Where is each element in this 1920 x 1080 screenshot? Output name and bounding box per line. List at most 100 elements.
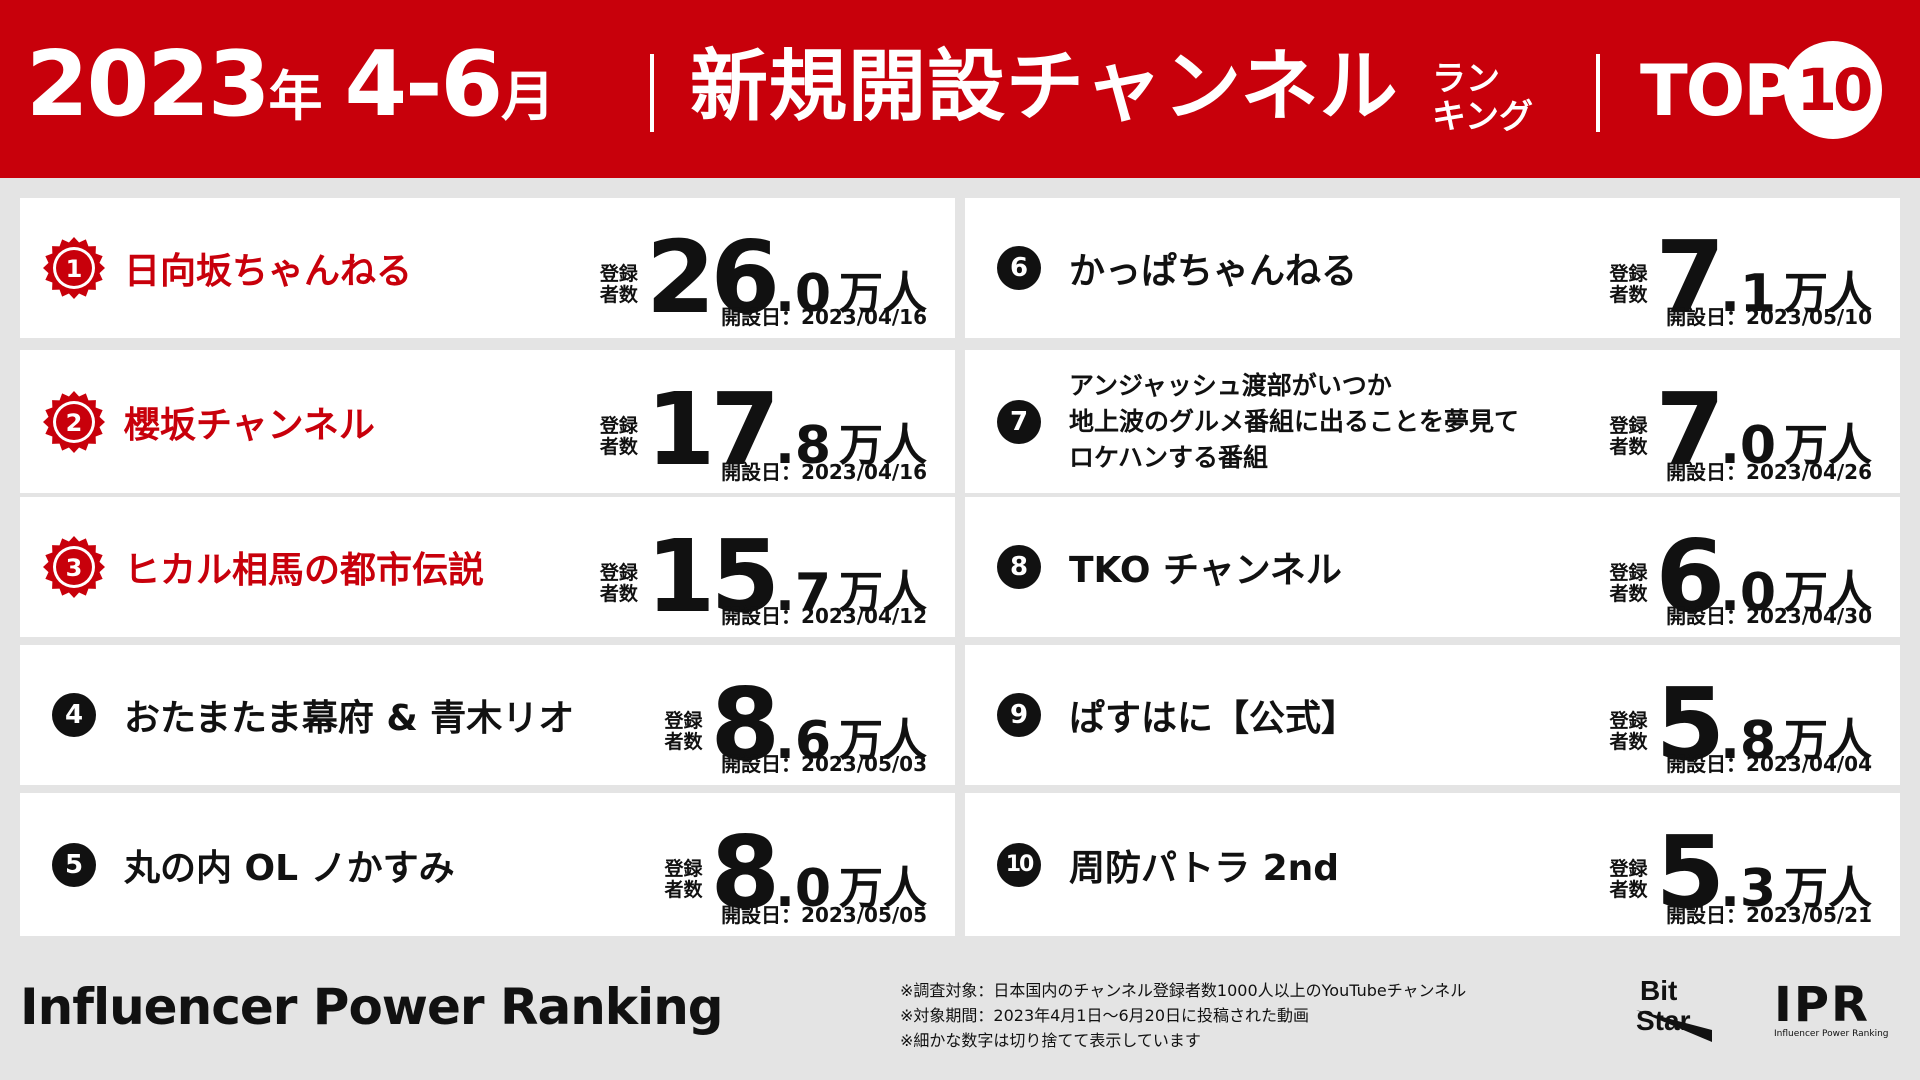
- rank-badge: 7: [997, 399, 1041, 444]
- subscriber-integer: 5: [1655, 666, 1725, 783]
- channel-name: ヒカル相馬の都市伝説: [124, 550, 485, 591]
- opening-date: 開設日：2023/05/10: [1666, 305, 1872, 329]
- subscriber-label: 登録 者数: [599, 415, 638, 458]
- subscriber-count: 登録 者数 5 .3 万人: [1607, 807, 1872, 923]
- subscriber-count: 登録 者数 15 .7 万人: [598, 511, 927, 627]
- subscriber-label: 登録 者数: [599, 263, 638, 306]
- ranking-card: 4 おたまたま幕府 & 青木リオ 登録 者数 8 .6 万人 開設日：2023/05…: [20, 645, 955, 785]
- subscriber-label: 登録 者数: [1609, 562, 1648, 605]
- year-suffix: 年: [268, 65, 323, 128]
- ranking-card: 6 かっぱちゃんねる 登録 者数 7 .1 万人 開設日：2023/05/10: [965, 198, 1900, 338]
- rank-badge: 4: [52, 693, 96, 737]
- subscriber-label: 登録 者数: [1609, 415, 1648, 458]
- ranking-subtitle-line1: ラン: [1432, 59, 1500, 99]
- subscriber-decimal: .0: [775, 859, 831, 919]
- opening-date: 開設日：2023/04/04: [1666, 752, 1872, 776]
- opening-date: 開設日：2023/04/30: [1666, 604, 1872, 628]
- subscriber-decimal: .3: [1720, 859, 1776, 919]
- subscriber-decimal: .8: [775, 416, 831, 476]
- subscriber-unit: 万人: [1784, 420, 1872, 471]
- opening-date: 開設日：2023/05/21: [1666, 903, 1872, 927]
- subscriber-label: 登録 者数: [1609, 263, 1648, 306]
- subscriber-label: 登録 者数: [599, 562, 638, 605]
- ipr-logo-caption: Influencer Power Ranking: [1774, 1029, 1889, 1039]
- subscriber-count: 登録 者数 6 .0 万人: [1607, 511, 1872, 635]
- months-range: 4-6: [344, 32, 504, 137]
- ipr-logo-mark: IPR: [1774, 977, 1870, 1033]
- subscriber-count: 登録 者数 8 .0 万人: [662, 807, 927, 931]
- subscriber-label: 登録 者数: [664, 858, 703, 901]
- ranking-subtitle: ラン キング: [1432, 60, 1572, 136]
- rank-number: 5: [64, 849, 84, 880]
- ipr-logo: IPR Influencer Power Ranking: [1774, 977, 1889, 1040]
- subscriber-label: 登録 者数: [664, 710, 703, 753]
- bitstar-logo-line1: Bit: [1640, 975, 1677, 1006]
- opening-date: 開設日：2023/04/16: [721, 305, 927, 329]
- note-line: ※対象期間：2023年4月1日〜6月20日に投稿された動画: [900, 1006, 1310, 1025]
- ranking-card: 3 ヒカル相馬の都市伝説 登録 者数 15 .7 万人 開設日：2023/04/1…: [20, 497, 955, 637]
- subscriber-unit: 万人: [1784, 567, 1872, 618]
- rank-seal-icon: 2: [43, 390, 105, 453]
- subscriber-count: 登録 者数 5 .8 万人: [1607, 659, 1872, 783]
- subscriber-unit: 万人: [839, 863, 927, 914]
- subscriber-decimal: .0: [1720, 563, 1776, 623]
- subscriber-count: 登録 者数 26 .0 万人: [598, 212, 927, 336]
- subscriber-count: 登録 者数 17 .8 万人: [598, 364, 927, 488]
- top-number-badge: 10: [1784, 41, 1882, 139]
- channel-name: 櫻坂チャンネル: [124, 404, 375, 446]
- subscriber-label: 登録 者数: [1609, 710, 1648, 753]
- note-line: ※細かな数字は切り捨てて表示しています: [900, 1031, 1201, 1050]
- rank-number: 4: [64, 700, 84, 730]
- opening-date: 開設日：2023/05/03: [721, 752, 927, 776]
- subscriber-unit: 万人: [839, 567, 927, 618]
- channel-name: おたまたま幕府 & 青木リオ: [124, 698, 575, 739]
- ranking-card: 1 日向坂ちゃんねる 登録 者数 26 .0 万人 開設日：2023/04/16: [20, 198, 955, 338]
- header-banner: 2023年 4-6月 新規開設チャンネル ラン キング TOP 10: [0, 0, 1920, 178]
- opening-date: 開設日：2023/04/26: [1666, 460, 1872, 484]
- ranking-card: 10 周防パトラ 2nd 登録 者数 5 .3 万人 開設日：2023/05/21: [965, 793, 1900, 936]
- header-divider: [650, 54, 654, 132]
- ranking-card: 2 櫻坂チャンネル 登録 者数 17 .8 万人 開設日：2023/04/16: [20, 350, 955, 493]
- subscriber-decimal: .1: [1720, 264, 1776, 324]
- year-number: 2023: [26, 32, 270, 137]
- channel-name: ぱすはに【公式】: [1069, 698, 1358, 739]
- ranking-subtitle-line2: キング: [1432, 97, 1533, 137]
- opening-date: 開設日：2023/04/16: [721, 460, 927, 484]
- subscriber-integer: 17: [645, 371, 780, 488]
- ranking-card: 9 ぱすはに【公式】 登録 者数 5 .8 万人 開設日：2023/04/04: [965, 645, 1900, 785]
- subscriber-integer: 8: [710, 814, 780, 931]
- rank-seal-icon: 3: [43, 536, 105, 598]
- subscriber-count: 登録 者数 8 .6 万人: [662, 659, 927, 783]
- channel-name: かっぱちゃんねる: [1069, 251, 1358, 292]
- subscriber-integer: 26: [645, 219, 780, 336]
- opening-date: 開設日：2023/04/12: [721, 604, 927, 628]
- rank-number: 3: [66, 554, 83, 582]
- subscriber-unit: 万人: [839, 268, 927, 319]
- channel-name-line: ロケハンする番組: [1069, 442, 1269, 472]
- header-divider: [1596, 54, 1600, 132]
- ranking-card: 5 丸の内 OL ノかすみ 登録 者数 8 .0 万人 開設日：2023/05/05: [20, 793, 955, 936]
- rank-number: 9: [1009, 700, 1029, 730]
- subscriber-label: 登録 者数: [1609, 858, 1648, 901]
- rank-badge: 10: [997, 842, 1041, 887]
- subscriber-integer: 8: [710, 666, 780, 783]
- survey-notes: ※調査対象：日本国内のチャンネル登録者数1000人以上のYouTubeチャンネル…: [900, 978, 1466, 1053]
- channel-name: 丸の内 OL ノかすみ: [124, 847, 455, 889]
- brand-name: Influencer Power Ranking: [20, 978, 724, 1036]
- note-line: ※調査対象：日本国内のチャンネル登録者数1000人以上のYouTubeチャンネル: [900, 981, 1467, 1000]
- subscriber-decimal: .0: [775, 264, 831, 324]
- channel-name: 周防パトラ 2nd: [1069, 847, 1340, 889]
- subscriber-unit: 万人: [1784, 715, 1872, 766]
- subscriber-decimal: .7: [775, 563, 831, 623]
- subscriber-decimal: .6: [775, 711, 831, 771]
- subscriber-unit: 万人: [1784, 863, 1872, 914]
- months-suffix: 月: [501, 65, 556, 128]
- period-title: 2023年 4-6月: [26, 40, 555, 130]
- rank-number: 6: [1009, 253, 1029, 283]
- subscriber-integer: 6: [1655, 518, 1725, 635]
- rank-badge: 6: [997, 246, 1041, 290]
- subscriber-integer: 7: [1655, 371, 1725, 488]
- channel-name: 日向坂ちゃんねる: [124, 251, 413, 292]
- bitstar-logo-line2: Star: [1636, 1005, 1691, 1036]
- ranking-card: 8 TKO チャンネル 登録 者数 6 .0 万人 開設日：2023/04/30: [965, 497, 1900, 637]
